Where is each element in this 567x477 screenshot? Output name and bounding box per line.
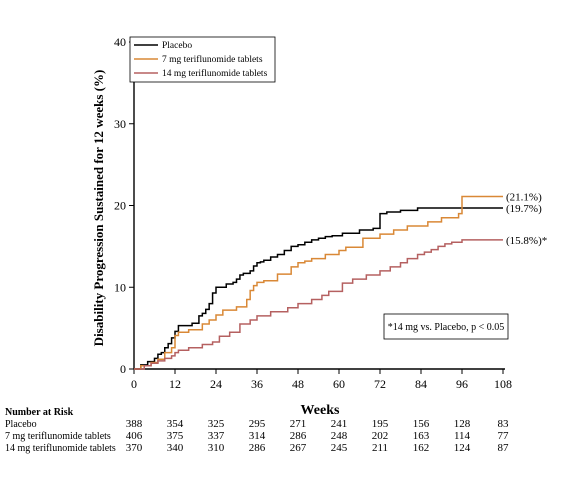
risk-cell: 354 [166, 418, 184, 430]
annotation-text: *14 mg vs. Placebo, p < 0.05 [388, 322, 504, 333]
risk-row-label: 14 mg teriflunomide tablets [5, 443, 116, 454]
y-axis-label: Disability Progression Sustained for 12 … [91, 70, 106, 347]
risk-cell: 267 [289, 442, 307, 454]
series-line-14mg [134, 239, 503, 370]
axes: 0 10 20 30 40 0 12 24 36 48 60 72 84 96 108 [114, 35, 512, 391]
risk-cell: 340 [166, 442, 184, 454]
legend-label-14mg: 14 mg teriflunomide tablets [162, 68, 268, 79]
end-label-7mg: (21.1%) [506, 192, 542, 204]
risk-cell: 156 [412, 418, 430, 430]
risk-cell: 370 [125, 442, 143, 454]
risk-cell: 241 [330, 418, 348, 430]
annotation-box [383, 313, 509, 340]
y-tick-label: 30 [114, 117, 126, 131]
risk-cell: 128 [453, 418, 471, 430]
x-tick-label: 48 [292, 377, 304, 391]
risk-cell: 202 [371, 430, 389, 442]
x-tick-label: 12 [169, 377, 181, 391]
risk-cell: 295 [248, 418, 266, 430]
risk-cell: 286 [289, 430, 307, 442]
risk-cell: 87 [497, 442, 509, 454]
x-tick-label: 36 [251, 377, 263, 391]
risk-cell: 245 [330, 442, 348, 454]
risk-cell: 248 [330, 430, 348, 442]
risk-cell: 271 [289, 418, 307, 430]
risk-row-label: 7 mg teriflunomide tablets [5, 431, 111, 442]
risk-table-title: Number at Risk [5, 407, 74, 418]
y-tick-label: 20 [114, 199, 126, 213]
legend: Placebo 7 mg teriflunomide tablets 14 mg… [129, 36, 276, 83]
series-line-placebo [134, 207, 503, 370]
risk-cell: 375 [166, 430, 184, 442]
risk-cell: 406 [125, 430, 143, 442]
x-tick-label: 72 [374, 377, 386, 391]
x-tick-label: 108 [494, 377, 512, 391]
series-line-7mg [134, 195, 503, 370]
legend-label-placebo: Placebo [162, 41, 192, 51]
x-axis-label: Weeks [301, 403, 340, 418]
x-tick-label: 96 [456, 377, 468, 391]
annotation: *14 mg vs. Placebo, p < 0.05 [383, 313, 509, 340]
risk-cell: 388 [125, 418, 143, 430]
risk-row-label: Placebo [5, 419, 37, 430]
series-layer: (19.7%)(21.1%) (15.8%)* [134, 192, 547, 370]
x-tick-label: 84 [415, 377, 427, 391]
y-tick-label: 40 [114, 35, 126, 49]
x-tick-label: 24 [210, 377, 222, 391]
end-label-placebo: (19.7%) [506, 203, 542, 215]
risk-cell: 314 [248, 430, 266, 442]
risk-cell: 211 [371, 442, 389, 454]
y-tick-label: 0 [120, 362, 126, 376]
risk-cell: 114 [453, 430, 471, 442]
y-tick-label: 10 [114, 280, 126, 294]
risk-cell: 337 [207, 430, 225, 442]
risk-cell: 325 [207, 418, 225, 430]
x-tick-label: 60 [333, 377, 345, 391]
risk-cell: 286 [248, 442, 266, 454]
risk-cell: 83 [497, 418, 509, 430]
risk-cell: 77 [497, 430, 509, 442]
risk-cell: 195 [371, 418, 389, 430]
legend-label-7mg: 7 mg teriflunomide tablets [162, 54, 263, 65]
risk-cell: 124 [453, 442, 471, 454]
end-label-14mg: (15.8%)* [506, 235, 547, 247]
x-tick-label: 0 [131, 377, 137, 391]
risk-cell: 162 [412, 442, 430, 454]
risk-cell: 163 [412, 430, 430, 442]
risk-cell: 310 [207, 442, 225, 454]
